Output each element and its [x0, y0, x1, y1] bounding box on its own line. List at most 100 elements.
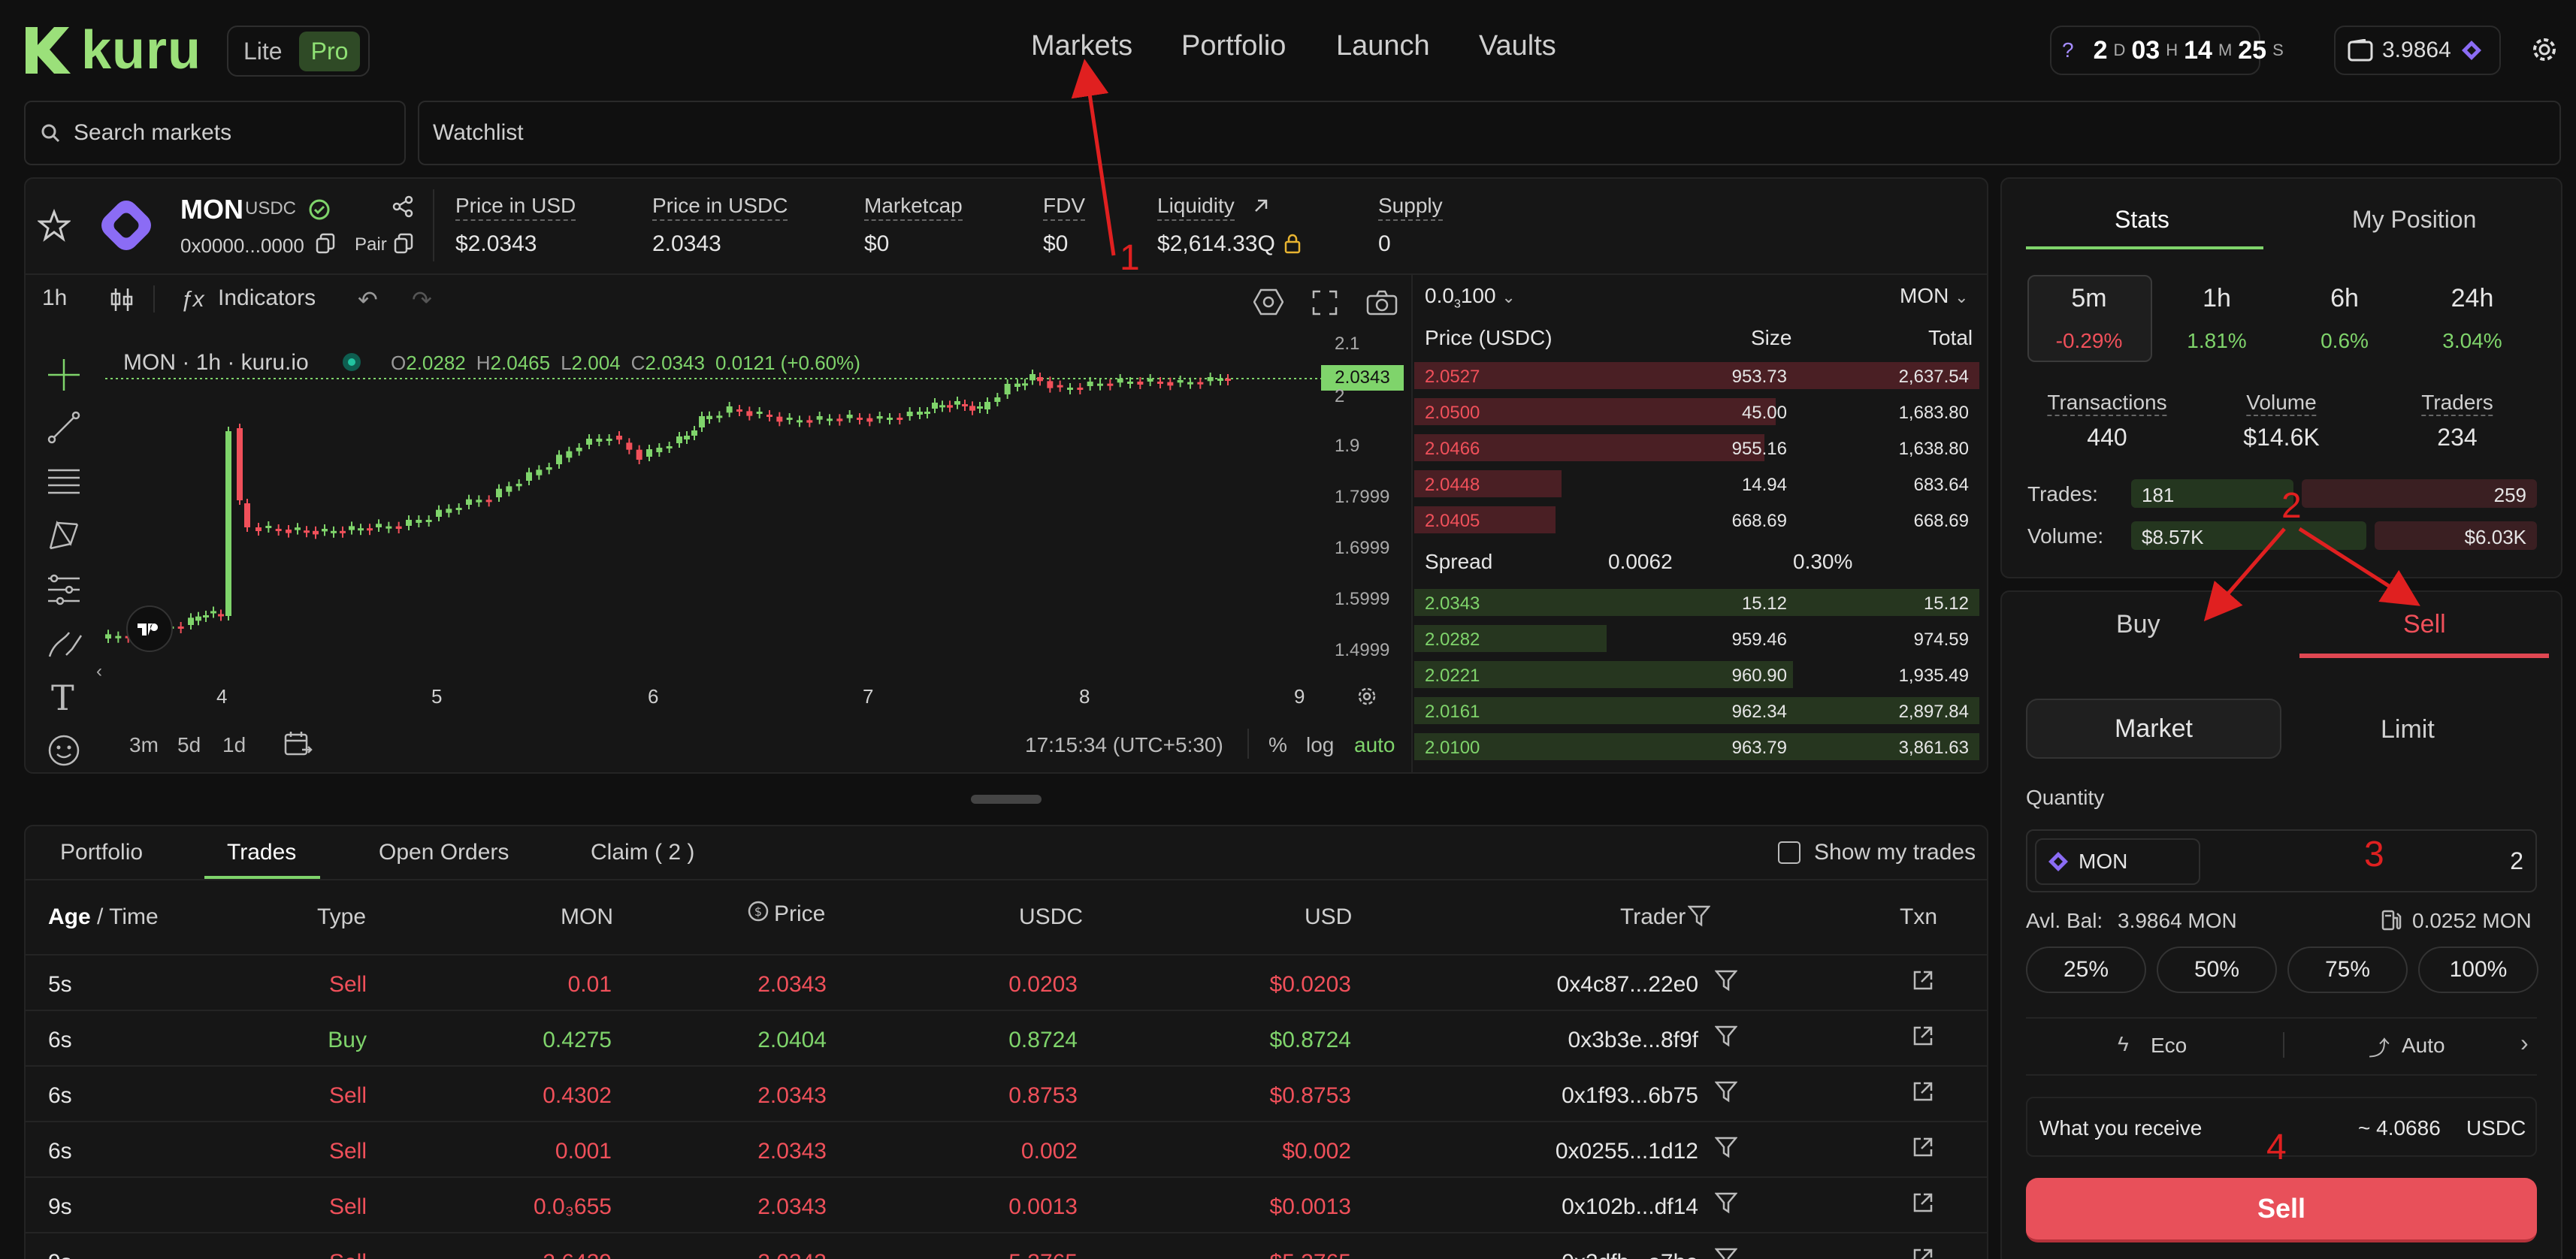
col-age-time[interactable]: Age / Time — [48, 904, 159, 930]
wallet-button[interactable]: 3.9864 — [2334, 26, 2501, 75]
collapse-toolbar-icon[interactable]: ‹ — [96, 661, 102, 681]
price-currency-icon[interactable]: $ — [747, 900, 769, 922]
external-link-icon[interactable] — [1912, 969, 1934, 992]
period-6h[interactable]: 6h — [2330, 284, 2359, 312]
orderbook-tick-select[interactable]: 0.03100 ⌄ — [1425, 284, 1516, 312]
tab-portfolio[interactable]: Portfolio — [60, 840, 144, 865]
trade-trader[interactable]: 0x4c87...22e0 — [1556, 972, 1698, 997]
tab-claim[interactable]: Claim ( 2 ) — [591, 840, 695, 865]
external-arrow-icon[interactable] — [1252, 197, 1270, 215]
bid-row[interactable]: 2.0343 15.12 15.12 — [1414, 587, 1979, 617]
bid-row[interactable]: 2.0161 962.34 2,897.84 — [1414, 696, 1979, 726]
tab-stats[interactable]: Stats — [2115, 206, 2169, 233]
nav-portfolio[interactable]: Portfolio — [1181, 30, 1286, 62]
percent-button-50[interactable]: 50% — [2157, 947, 2277, 993]
order-type-limit[interactable]: Limit — [2381, 715, 2435, 744]
emoji-tool-icon[interactable] — [47, 733, 81, 768]
ask-row[interactable]: 2.0527 953.73 2,637.54 — [1414, 361, 1979, 391]
text-tool-icon[interactable]: T — [51, 678, 74, 718]
undo-icon[interactable]: ↶ — [358, 286, 378, 313]
percent-button-100[interactable]: 100% — [2418, 947, 2538, 993]
row-filter-icon[interactable] — [1715, 969, 1737, 992]
trade-row[interactable]: 6s Buy 0.4275 2.0404 0.8724 $0.8724 0x3b3e...8… — [24, 1010, 1987, 1064]
nav-vaults[interactable]: Vaults — [1479, 30, 1556, 62]
pattern-tool-icon[interactable] — [47, 518, 81, 553]
fullscreen-icon[interactable] — [1312, 290, 1338, 316]
candle-type-icon[interactable] — [110, 287, 134, 312]
scale-auto[interactable]: auto — [1354, 733, 1395, 756]
tab-my-position[interactable]: My Position — [2352, 206, 2477, 233]
ask-row[interactable]: 2.0448 14.94 683.64 — [1414, 469, 1979, 499]
kuru-logo[interactable]: kuru — [21, 20, 201, 81]
panel-resize-handle[interactable] — [971, 795, 1042, 804]
trade-trader[interactable]: 0x3b3e...8f9f — [1568, 1028, 1698, 1052]
date-range-calendar-icon[interactable] — [283, 730, 313, 759]
forecast-tool-icon[interactable] — [47, 572, 81, 607]
scale-log[interactable]: log — [1306, 733, 1335, 756]
external-link-icon[interactable] — [1912, 1136, 1934, 1158]
copy-pair-icon[interactable] — [394, 233, 413, 254]
order-type-market[interactable]: Market — [2026, 699, 2281, 759]
auto-slippage-icon[interactable]: ⤴ — [2369, 1037, 2390, 1060]
ask-row[interactable]: 2.0466 955.16 1,638.80 — [1414, 433, 1979, 463]
trade-row[interactable]: 9s Sell 2.6429 2.0343 5.3765 $5.3765 0x2dfb...… — [24, 1232, 1987, 1259]
quantity-value[interactable]: 2 — [2510, 847, 2523, 874]
watchlist-bar[interactable]: Watchlist — [418, 101, 2561, 165]
period-24h[interactable]: 24h — [2451, 284, 2494, 312]
help-icon[interactable]: ? — [2062, 38, 2074, 62]
trade-row[interactable]: 6s Sell 0.001 2.0343 0.002 $0.002 0x0255...1d1… — [24, 1121, 1987, 1175]
mode-pro[interactable]: Pro — [298, 31, 361, 71]
trader-filter-icon[interactable] — [1688, 904, 1710, 927]
trade-row[interactable]: 5s Sell 0.01 2.0343 0.0203 $0.0203 0x4c87...22… — [24, 954, 1987, 1008]
trade-row[interactable]: 9s Sell 0.0₃655 2.0343 0.0013 $0.0013 0x102b..… — [24, 1176, 1987, 1230]
scale-percent[interactable]: % — [1268, 733, 1287, 756]
horizontal-lines-tool-icon[interactable] — [47, 464, 81, 499]
token-select[interactable]: MON — [2035, 838, 2200, 885]
eco-bolt-icon[interactable]: ϟ — [2118, 1032, 2129, 1055]
row-filter-icon[interactable] — [1715, 1247, 1737, 1259]
ask-row[interactable]: 2.0500 45.00 1,683.80 — [1414, 397, 1979, 427]
mode-switch[interactable]: Lite Pro — [227, 26, 370, 77]
side-sell-tab[interactable]: Sell — [2403, 610, 2446, 639]
row-filter-icon[interactable] — [1715, 1025, 1737, 1047]
tab-open-orders[interactable]: Open Orders — [379, 840, 509, 865]
bid-row[interactable]: 2.0100 963.79 3,861.63 — [1414, 732, 1979, 762]
copy-address-icon[interactable] — [316, 233, 335, 254]
external-link-icon[interactable] — [1912, 1247, 1934, 1259]
fx-icon[interactable]: ƒx — [180, 287, 204, 312]
sell-submit-button[interactable]: Sell — [2026, 1178, 2537, 1242]
percent-button-75[interactable]: 75% — [2287, 947, 2408, 993]
search-markets-input[interactable]: Search markets — [24, 101, 406, 165]
row-filter-icon[interactable] — [1715, 1136, 1737, 1158]
period-1h[interactable]: 1h — [2203, 284, 2231, 312]
show-my-trades-checkbox[interactable] — [1778, 841, 1800, 864]
redo-icon[interactable]: ↷ — [412, 286, 432, 313]
chevron-right-icon[interactable]: › — [2520, 1029, 2529, 1056]
mode-lite[interactable]: Lite — [243, 37, 283, 65]
chart-settings-icon[interactable] — [1253, 288, 1283, 316]
quantity-input[interactable]: MON 2 — [2026, 829, 2537, 892]
period-5m[interactable]: 5m — [2071, 284, 2107, 312]
eco-mode-label[interactable]: Eco — [2151, 1034, 2187, 1057]
trade-trader[interactable]: 0x102b...df14 — [1562, 1194, 1698, 1219]
screenshot-camera-icon[interactable] — [1366, 290, 1398, 316]
nav-launch[interactable]: Launch — [1336, 30, 1430, 62]
ask-row[interactable]: 2.0405 668.69 668.69 — [1414, 505, 1979, 535]
range-5d[interactable]: 5d — [177, 733, 201, 756]
indicators-button[interactable]: Indicators — [218, 285, 316, 310]
bid-row[interactable]: 2.0221 960.90 1,935.49 — [1414, 660, 1979, 690]
auto-slippage-label[interactable]: Auto — [2402, 1034, 2445, 1057]
percent-button-25[interactable]: 25% — [2026, 947, 2146, 993]
row-filter-icon[interactable] — [1715, 1080, 1737, 1103]
favorite-star-icon[interactable] — [38, 209, 71, 242]
trade-trader[interactable]: 0x2dfb...a7be — [1562, 1250, 1698, 1259]
settings-gear-icon[interactable] — [2529, 35, 2559, 65]
share-icon[interactable] — [392, 195, 415, 218]
side-buy-tab[interactable]: Buy — [2116, 610, 2160, 639]
brush-tool-icon[interactable] — [47, 626, 84, 661]
row-filter-icon[interactable] — [1715, 1191, 1737, 1214]
external-link-icon[interactable] — [1912, 1025, 1934, 1047]
tab-trades[interactable]: Trades — [227, 840, 297, 865]
tradingview-logo[interactable] — [126, 605, 173, 652]
range-3m[interactable]: 3m — [129, 733, 159, 756]
